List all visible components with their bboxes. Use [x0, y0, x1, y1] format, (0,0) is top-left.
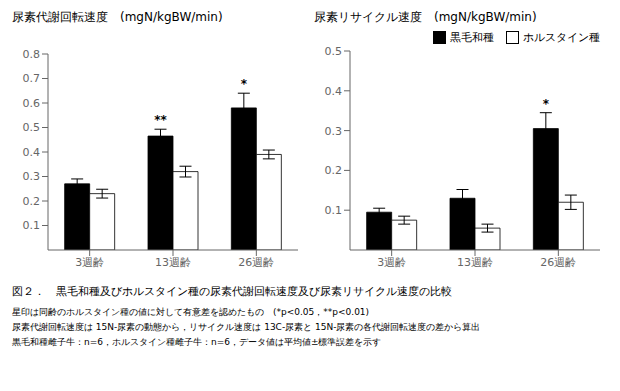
- svg-text:26週齢: 26週齢: [540, 256, 576, 269]
- svg-text:0.3: 0.3: [325, 125, 343, 138]
- html-text:尿素代謝回転速度は 15N-尿素の動態から，リサイクル速度は: 尿素代謝回転速度は 15N-尿素の動態から，リサイクル速度は 13C-尿素と 1…: [12, 322, 481, 332]
- svg-text:0.6: 0.6: [23, 97, 41, 110]
- svg-text:0.1: 0.1: [23, 219, 41, 232]
- svg-text:13週齢: 13週齢: [155, 256, 191, 269]
- svg-text:0.1: 0.1: [325, 204, 343, 217]
- svg-text:0.3: 0.3: [23, 170, 41, 183]
- svg-text:0.8: 0.8: [23, 48, 41, 61]
- svg-text:0.4: 0.4: [23, 146, 41, 159]
- html-text:尿素代謝回転速度 (mgN/kgBW/min): 尿素代謝回転速度 (mgN/kgBW/min): [12, 10, 223, 24]
- html-text:黒毛和種: 黒毛和種: [450, 31, 494, 44]
- svg-text:26週齢: 26週齢: [238, 256, 274, 269]
- html-text:尿素リサイクル速度 (mgN/kgBW/min): 尿素リサイクル速度 (mgN/kgBW/min): [314, 10, 537, 24]
- svg-text:0.7: 0.7: [23, 72, 41, 85]
- svg-text:0.2: 0.2: [325, 164, 343, 177]
- svg-text:**: **: [154, 113, 167, 127]
- html-text:ホルスタイン種: ホルスタイン種: [523, 31, 600, 44]
- svg-text:3週齢: 3週齢: [377, 256, 406, 269]
- svg-text:13週齢: 13週齢: [457, 256, 493, 269]
- html-text:星印は同齢のホルスタイン種の値に対して有意差を認めたもの (: 星印は同齢のホルスタイン種の値に対して有意差を認めたもの (*p<0.05，**…: [12, 307, 370, 317]
- svg-text:0.5: 0.5: [325, 45, 343, 58]
- svg-text:3週齢: 3週齢: [75, 256, 104, 269]
- svg-text:*: *: [543, 97, 550, 111]
- html-text:黒毛和種雌子牛：n=6，ホルスタイン種雌子牛：n=6，データ: 黒毛和種雌子牛：n=6，ホルスタイン種雌子牛：n=6，データ値は平均値±標準誤差…: [12, 337, 382, 347]
- svg-text:*: *: [241, 77, 248, 91]
- html-text:図２． 黒毛和種及びホルスタイン種の尿素代謝回転速度及び尿素: 図２． 黒毛和種及びホルスタイン種の尿素代謝回転速度及び尿素リサイクル速度の比較: [12, 285, 452, 298]
- svg-text:0.4: 0.4: [325, 85, 343, 98]
- svg-text:0.5: 0.5: [23, 121, 41, 134]
- svg-text:0.2: 0.2: [23, 195, 41, 208]
